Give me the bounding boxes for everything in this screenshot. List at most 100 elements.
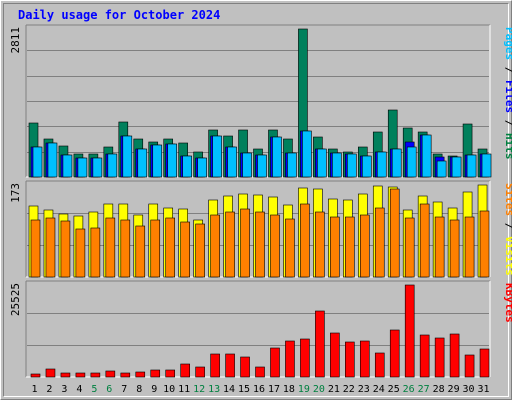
bar-sites [210,214,220,278]
bar-kbytes [404,284,415,378]
panel-max-label: 2811 [9,27,22,54]
bar-pages [47,142,58,178]
day-label: 7 [121,384,127,395]
day-label: 8 [136,384,142,395]
bar-sites [315,211,325,278]
bar-pages [421,134,432,178]
bar-pages [317,148,327,178]
day-label: 19 [298,384,310,395]
bar-kbytes [449,333,460,378]
day-label: 20 [313,384,325,395]
panel-max-label: 25525 [9,283,22,316]
bar-sites [449,219,460,278]
bar-sites [45,217,56,278]
bar-sites [270,214,280,278]
bar-pages [391,148,402,178]
bar-sites [434,216,445,278]
bar-sites [240,208,250,278]
day-label: 27 [418,384,430,395]
bar-sites [225,211,235,278]
panel-1: 2811 Pages / Files / Hits [9,24,512,178]
day-label: 10 [163,384,175,395]
bar-kbytes [105,370,116,378]
bar-sites [330,216,340,278]
bar-pages [137,148,148,178]
panel-2: 173 Sites / Visits [9,180,512,278]
bar-sites [60,220,71,278]
bar-sites [135,225,146,278]
bar-pages [481,153,492,178]
day-label: 21 [328,384,340,395]
bar-kbytes [165,369,176,378]
panel-series-label: Pages / Files / Hits [503,27,512,160]
bar-sites [464,216,475,278]
bar-pages [32,146,43,178]
bar-pages [302,130,312,178]
bar-kbytes [434,337,445,378]
bar-sites [30,219,41,278]
chart-frame-inner [3,3,509,397]
day-label: 4 [76,384,82,395]
bar-kbytes [374,352,385,378]
bar-pages [167,143,178,178]
bar-sites [180,221,190,278]
bar-kbytes [210,353,220,378]
series-label-part: KBytes [503,283,512,323]
bar-kbytes [345,341,355,378]
series-label-part: / [503,60,512,80]
bar-kbytes [300,338,310,378]
bar-pages [406,146,417,178]
bar-kbytes [240,356,250,378]
series-label-part: Hits [503,133,512,160]
day-label: 22 [343,384,355,395]
day-label: 17 [268,384,280,395]
bar-pages [92,157,103,178]
day-label: 29 [448,384,460,395]
day-label: 18 [283,384,295,395]
bar-pages [107,153,118,178]
bar-kbytes [225,353,235,378]
series-label-part: / [503,216,512,236]
day-label: 15 [238,384,250,395]
day-label: 2 [46,384,52,395]
bar-pages [242,152,252,178]
bar-kbytes [135,371,146,378]
bar-kbytes [389,329,400,378]
bar-sites [105,217,116,278]
bar-kbytes [30,373,41,378]
bar-sites [195,223,205,278]
bar-pages [376,151,387,178]
bar-sites [479,210,490,278]
series-label-part: Sites [503,183,512,216]
bar-sites [300,203,310,278]
series-label-part: Visits [503,236,512,276]
panel-series-label: Sites / Visits [503,183,512,276]
bar-kbytes [150,369,161,378]
day-label: 25 [388,384,400,395]
day-label: 6 [106,384,112,395]
bar-pages [257,154,267,178]
bar-kbytes [270,347,280,378]
day-label: 5 [91,384,97,395]
bar-pages [332,152,342,178]
bar-pages [182,155,192,178]
day-label: 9 [151,384,157,395]
bar-sites [120,219,131,278]
bar-sites [285,218,295,278]
bar-sites [75,228,86,278]
day-label: 3 [61,384,67,395]
panel-max-label: 173 [9,183,22,203]
bar-kbytes [359,340,370,378]
bar-sites [419,203,430,278]
day-label: 11 [178,384,190,395]
bar-sites [389,188,400,278]
bar-sites [150,219,161,278]
bar-sites [90,227,101,278]
bar-pages [436,160,447,178]
day-label: 23 [358,384,370,395]
day-label: 30 [463,384,475,395]
bar-pages [272,136,282,178]
bar-sites [359,214,370,278]
